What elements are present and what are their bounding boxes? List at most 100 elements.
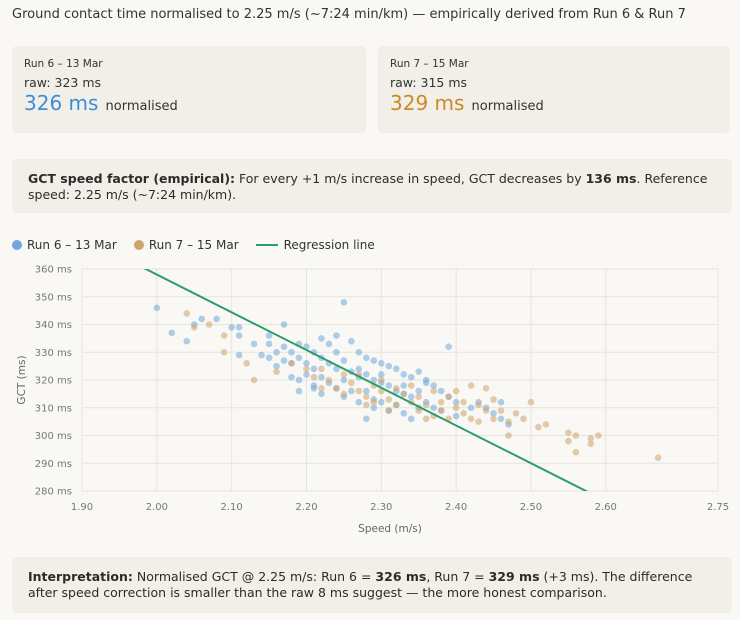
run7-point (400, 390, 408, 398)
run6-point (355, 348, 363, 356)
run6-point (497, 398, 505, 406)
run7-point (422, 415, 430, 423)
run6-point (325, 340, 333, 348)
run7-point (520, 415, 527, 423)
run7-point (385, 396, 393, 403)
run7-normalised: 329 ms normalised (390, 91, 718, 115)
run6-point (407, 373, 415, 381)
run7-point (527, 398, 535, 406)
run7-point (318, 365, 325, 373)
run7-point (340, 371, 348, 378)
legend-swatch-run6 (12, 240, 22, 250)
run7-point (535, 423, 542, 431)
run6-point (228, 323, 235, 331)
run6-point (295, 376, 303, 384)
run6-point (430, 404, 437, 412)
run7-point (310, 373, 318, 381)
run7-point (505, 432, 512, 439)
run7-point (348, 379, 355, 387)
run6-point (265, 354, 273, 362)
run6-point (183, 337, 191, 345)
run7-point (205, 321, 213, 328)
run7-summary-card: Run 7 – 15 Mar raw: 315 ms 329 ms normal… (378, 46, 730, 133)
run6-point (370, 357, 378, 364)
interpretation-text2: , Run 7 = (426, 569, 489, 584)
run6-point (407, 393, 415, 400)
run6-point (198, 315, 206, 323)
legend-item-run6[interactable]: Run 6 – 13 Mar (12, 238, 117, 252)
run7-point (437, 407, 445, 414)
run6-point (452, 412, 460, 420)
run6-point (235, 323, 243, 331)
y-tick-label: 320 ms (35, 376, 72, 387)
y-tick-label: 300 ms (35, 431, 72, 442)
run7-point (415, 393, 423, 400)
x-tick-label: 2.30 (370, 502, 392, 513)
legend-item-regression[interactable]: Regression line (255, 238, 375, 252)
run6-point (333, 365, 340, 373)
run6-normalised-label: normalised (105, 99, 178, 114)
run6-point (370, 376, 378, 384)
run7-point (445, 393, 452, 400)
run7-point (467, 415, 475, 423)
run6-point (355, 398, 363, 406)
run6-point (280, 321, 288, 328)
run6-normalised: 326 ms normalised (24, 91, 354, 115)
run6-point (280, 343, 288, 350)
x-tick-label: 2.20 (295, 502, 317, 513)
run7-normalised-value: 329 ms (390, 91, 465, 115)
run7-point (565, 437, 572, 445)
run7-point (392, 385, 400, 392)
run7-point (512, 410, 520, 417)
run7-point (475, 401, 482, 409)
run7-point (452, 404, 460, 412)
run6-point (333, 348, 340, 356)
run7-point (497, 407, 505, 414)
run6-point (280, 357, 288, 364)
run7-point (392, 401, 400, 409)
run6-point (288, 348, 295, 356)
legend-label-run6: Run 6 – 13 Mar (27, 238, 117, 252)
x-tick-label: 2.40 (445, 502, 467, 513)
run7-point (220, 332, 228, 339)
run7-point (430, 387, 437, 395)
run6-point (385, 362, 393, 370)
interpretation-run6-value: 326 ms (375, 569, 427, 584)
run7-point (250, 376, 258, 384)
run7-point (363, 393, 370, 400)
speed-factor-panel: GCT speed factor (empirical): For every … (12, 159, 732, 213)
x-tick-label: 2.75 (707, 502, 729, 513)
run7-point (303, 365, 310, 373)
run7-point (654, 454, 662, 461)
run6-point (377, 371, 385, 378)
x-tick-label: 2.10 (221, 502, 243, 513)
run6-point (340, 357, 348, 364)
run6-point (153, 304, 161, 312)
run7-point (572, 448, 580, 456)
run6-point (318, 373, 325, 381)
run7-raw-value: raw: 315 ms (390, 75, 468, 90)
run6-point (235, 351, 243, 359)
run6-point (377, 398, 385, 406)
run6-point (452, 398, 460, 406)
run6-point (445, 343, 452, 350)
run6-point (363, 387, 370, 395)
run6-point (422, 379, 430, 387)
run6-point (497, 415, 505, 423)
run7-point (318, 385, 325, 392)
y-tick-label: 340 ms (35, 320, 72, 331)
interpretation-text1: Normalised GCT @ 2.25 m/s: Run 6 = (132, 569, 376, 584)
run7-point (437, 398, 445, 406)
speed-factor-value: 136 ms (585, 171, 637, 186)
run6-normalised-value: 326 ms (24, 91, 99, 115)
run7-point (460, 410, 467, 417)
run6-point (340, 376, 348, 384)
run7-point (482, 407, 490, 414)
run7-point (355, 387, 363, 395)
interpretation-label: Interpretation: (28, 569, 133, 584)
run6-card-title: Run 6 – 13 Mar (24, 58, 103, 70)
run7-point (363, 401, 370, 409)
legend-label-run7: Run 7 – 15 Mar (148, 238, 239, 252)
y-axis-label: GCT (ms) (16, 355, 28, 404)
legend-item-run7[interactable]: Run 7 – 15 Mar (133, 238, 239, 252)
